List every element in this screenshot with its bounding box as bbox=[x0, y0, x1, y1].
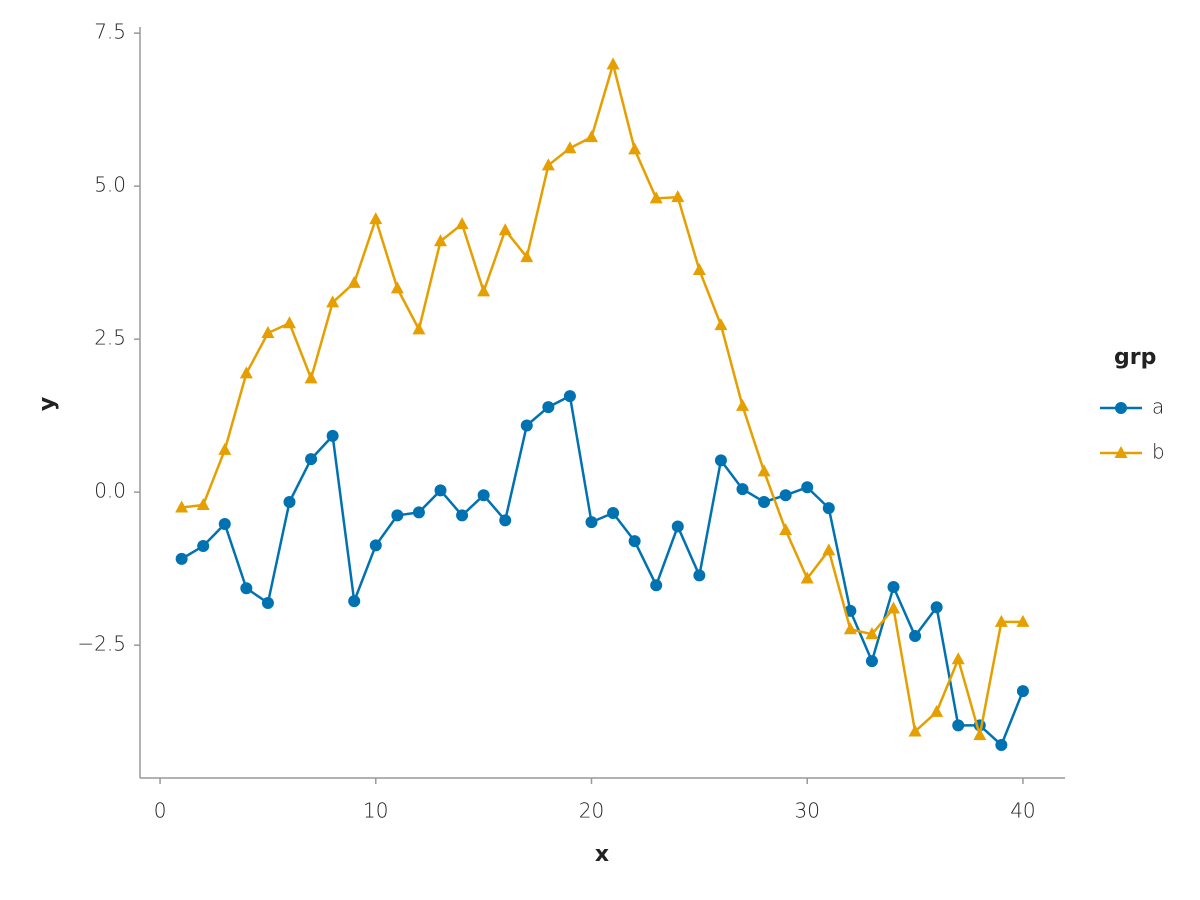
marker bbox=[650, 579, 663, 592]
marker bbox=[412, 322, 426, 335]
marker bbox=[369, 212, 383, 225]
y-tick-label: 7.5 bbox=[94, 20, 126, 44]
marker bbox=[433, 234, 447, 247]
marker bbox=[390, 281, 404, 294]
marker bbox=[477, 284, 491, 297]
marker bbox=[606, 57, 620, 70]
marker bbox=[196, 498, 210, 511]
series-line bbox=[181, 59, 1023, 736]
marker bbox=[197, 540, 210, 553]
marker bbox=[693, 569, 706, 582]
marker bbox=[714, 454, 727, 467]
y-axis-label: y bbox=[35, 397, 60, 411]
legend-marker bbox=[1115, 402, 1127, 414]
marker bbox=[240, 582, 253, 595]
marker bbox=[412, 506, 425, 519]
series-line bbox=[180, 394, 1025, 748]
marker bbox=[541, 158, 555, 171]
marker bbox=[995, 738, 1008, 751]
marker bbox=[887, 601, 901, 614]
marker bbox=[218, 517, 231, 530]
marker bbox=[326, 429, 339, 442]
marker bbox=[391, 509, 404, 522]
marker bbox=[801, 481, 814, 494]
x-tick-label: 40 bbox=[1010, 799, 1035, 823]
marker bbox=[282, 316, 296, 329]
marker bbox=[628, 142, 642, 155]
marker bbox=[736, 483, 749, 496]
marker bbox=[607, 506, 620, 519]
marker bbox=[973, 728, 987, 741]
marker bbox=[822, 502, 835, 515]
marker bbox=[584, 130, 598, 143]
marker bbox=[175, 552, 188, 565]
marker bbox=[1016, 685, 1029, 698]
marker bbox=[887, 581, 900, 594]
marker bbox=[843, 622, 857, 635]
marker bbox=[908, 724, 922, 737]
marker bbox=[994, 614, 1008, 627]
marker bbox=[930, 704, 944, 717]
marker bbox=[951, 652, 965, 665]
marker bbox=[930, 601, 943, 614]
marker bbox=[865, 655, 878, 668]
legend-label: a bbox=[1152, 395, 1164, 419]
marker bbox=[952, 719, 965, 732]
marker bbox=[736, 398, 750, 411]
x-tick-label: 0 bbox=[154, 799, 167, 823]
marker bbox=[542, 401, 555, 414]
x-tick-label: 20 bbox=[579, 799, 604, 823]
marker bbox=[671, 190, 685, 203]
marker bbox=[261, 596, 274, 609]
legend-title: grp bbox=[1114, 345, 1156, 370]
marker bbox=[261, 326, 275, 339]
marker bbox=[563, 141, 577, 154]
y-tick-label: 0.0 bbox=[94, 479, 126, 503]
marker bbox=[434, 484, 447, 497]
marker bbox=[649, 191, 663, 204]
marker bbox=[175, 500, 189, 513]
marker bbox=[499, 514, 512, 527]
marker bbox=[477, 489, 490, 502]
marker bbox=[714, 318, 728, 331]
marker bbox=[779, 489, 792, 502]
marker bbox=[585, 516, 598, 529]
marker bbox=[348, 595, 361, 608]
marker bbox=[347, 275, 361, 288]
y-tick-label: 5.0 bbox=[94, 173, 126, 197]
legend-label: b bbox=[1152, 440, 1165, 464]
marker bbox=[909, 630, 922, 643]
x-axis-label: x bbox=[595, 842, 609, 867]
marker bbox=[304, 371, 318, 384]
marker bbox=[865, 627, 879, 640]
x-tick-label: 30 bbox=[794, 799, 819, 823]
legend-marker bbox=[1114, 446, 1128, 458]
marker bbox=[283, 495, 296, 508]
marker bbox=[455, 217, 469, 230]
marker bbox=[456, 509, 469, 522]
marker bbox=[305, 453, 318, 466]
marker bbox=[218, 442, 232, 455]
marker bbox=[369, 539, 382, 552]
marker bbox=[779, 523, 793, 536]
marker bbox=[822, 543, 836, 556]
x-tick-label: 10 bbox=[363, 799, 388, 823]
marker bbox=[563, 390, 576, 403]
marker bbox=[239, 366, 253, 379]
y-tick-label: −2.5 bbox=[77, 632, 126, 656]
marker bbox=[757, 464, 771, 477]
marker bbox=[498, 223, 512, 236]
marker bbox=[520, 419, 533, 432]
marker bbox=[520, 250, 534, 263]
marker bbox=[628, 535, 641, 548]
marker bbox=[1016, 614, 1030, 627]
marker bbox=[800, 571, 814, 584]
marker bbox=[671, 520, 684, 533]
marker bbox=[758, 495, 771, 508]
marker bbox=[692, 262, 706, 275]
marker bbox=[326, 295, 340, 308]
y-tick-label: 2.5 bbox=[94, 326, 126, 350]
